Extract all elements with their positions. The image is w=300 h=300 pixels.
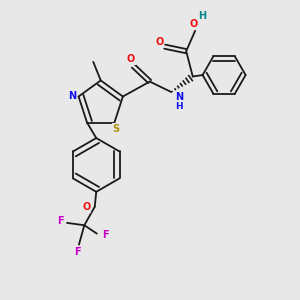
Text: O: O [190,19,198,29]
Text: F: F [74,248,81,257]
Text: S: S [112,124,119,134]
Text: O: O [155,37,164,47]
Text: H: H [175,103,183,112]
Text: O: O [127,55,135,64]
Text: N: N [68,91,77,101]
Text: H: H [199,11,207,22]
Text: F: F [57,216,64,226]
Text: N: N [175,92,183,101]
Text: F: F [102,230,109,240]
Text: O: O [82,202,91,212]
